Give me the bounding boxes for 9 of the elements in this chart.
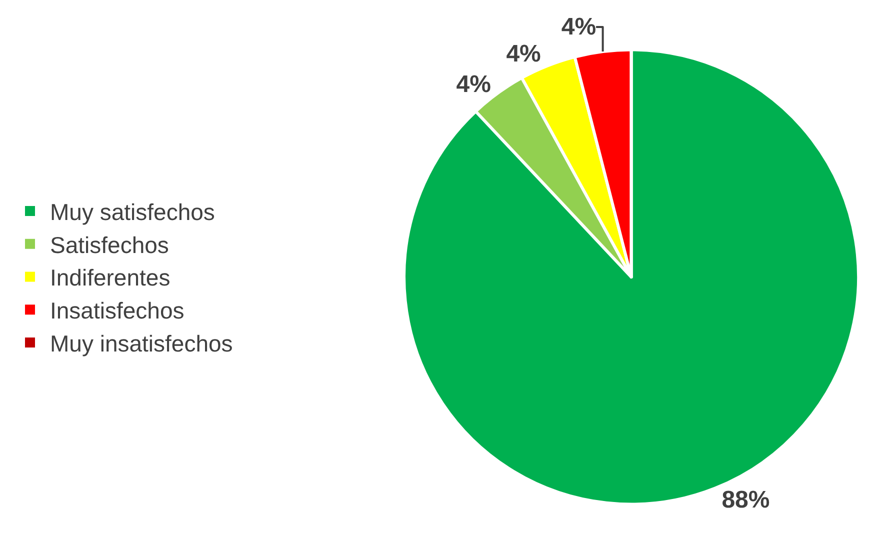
legend-label: Indiferentes xyxy=(50,264,170,291)
data-label: 88% xyxy=(722,486,770,514)
data-label: 4% xyxy=(561,14,596,41)
data-label: 4% xyxy=(506,40,541,68)
data-label: 4% xyxy=(456,70,491,98)
legend-label: Muy satisfechos xyxy=(50,198,215,225)
legend-label: Insatisfechos xyxy=(50,298,184,324)
legend-label: Muy insatisfechos xyxy=(50,330,233,357)
legend-label: Satisfechos xyxy=(50,232,169,258)
